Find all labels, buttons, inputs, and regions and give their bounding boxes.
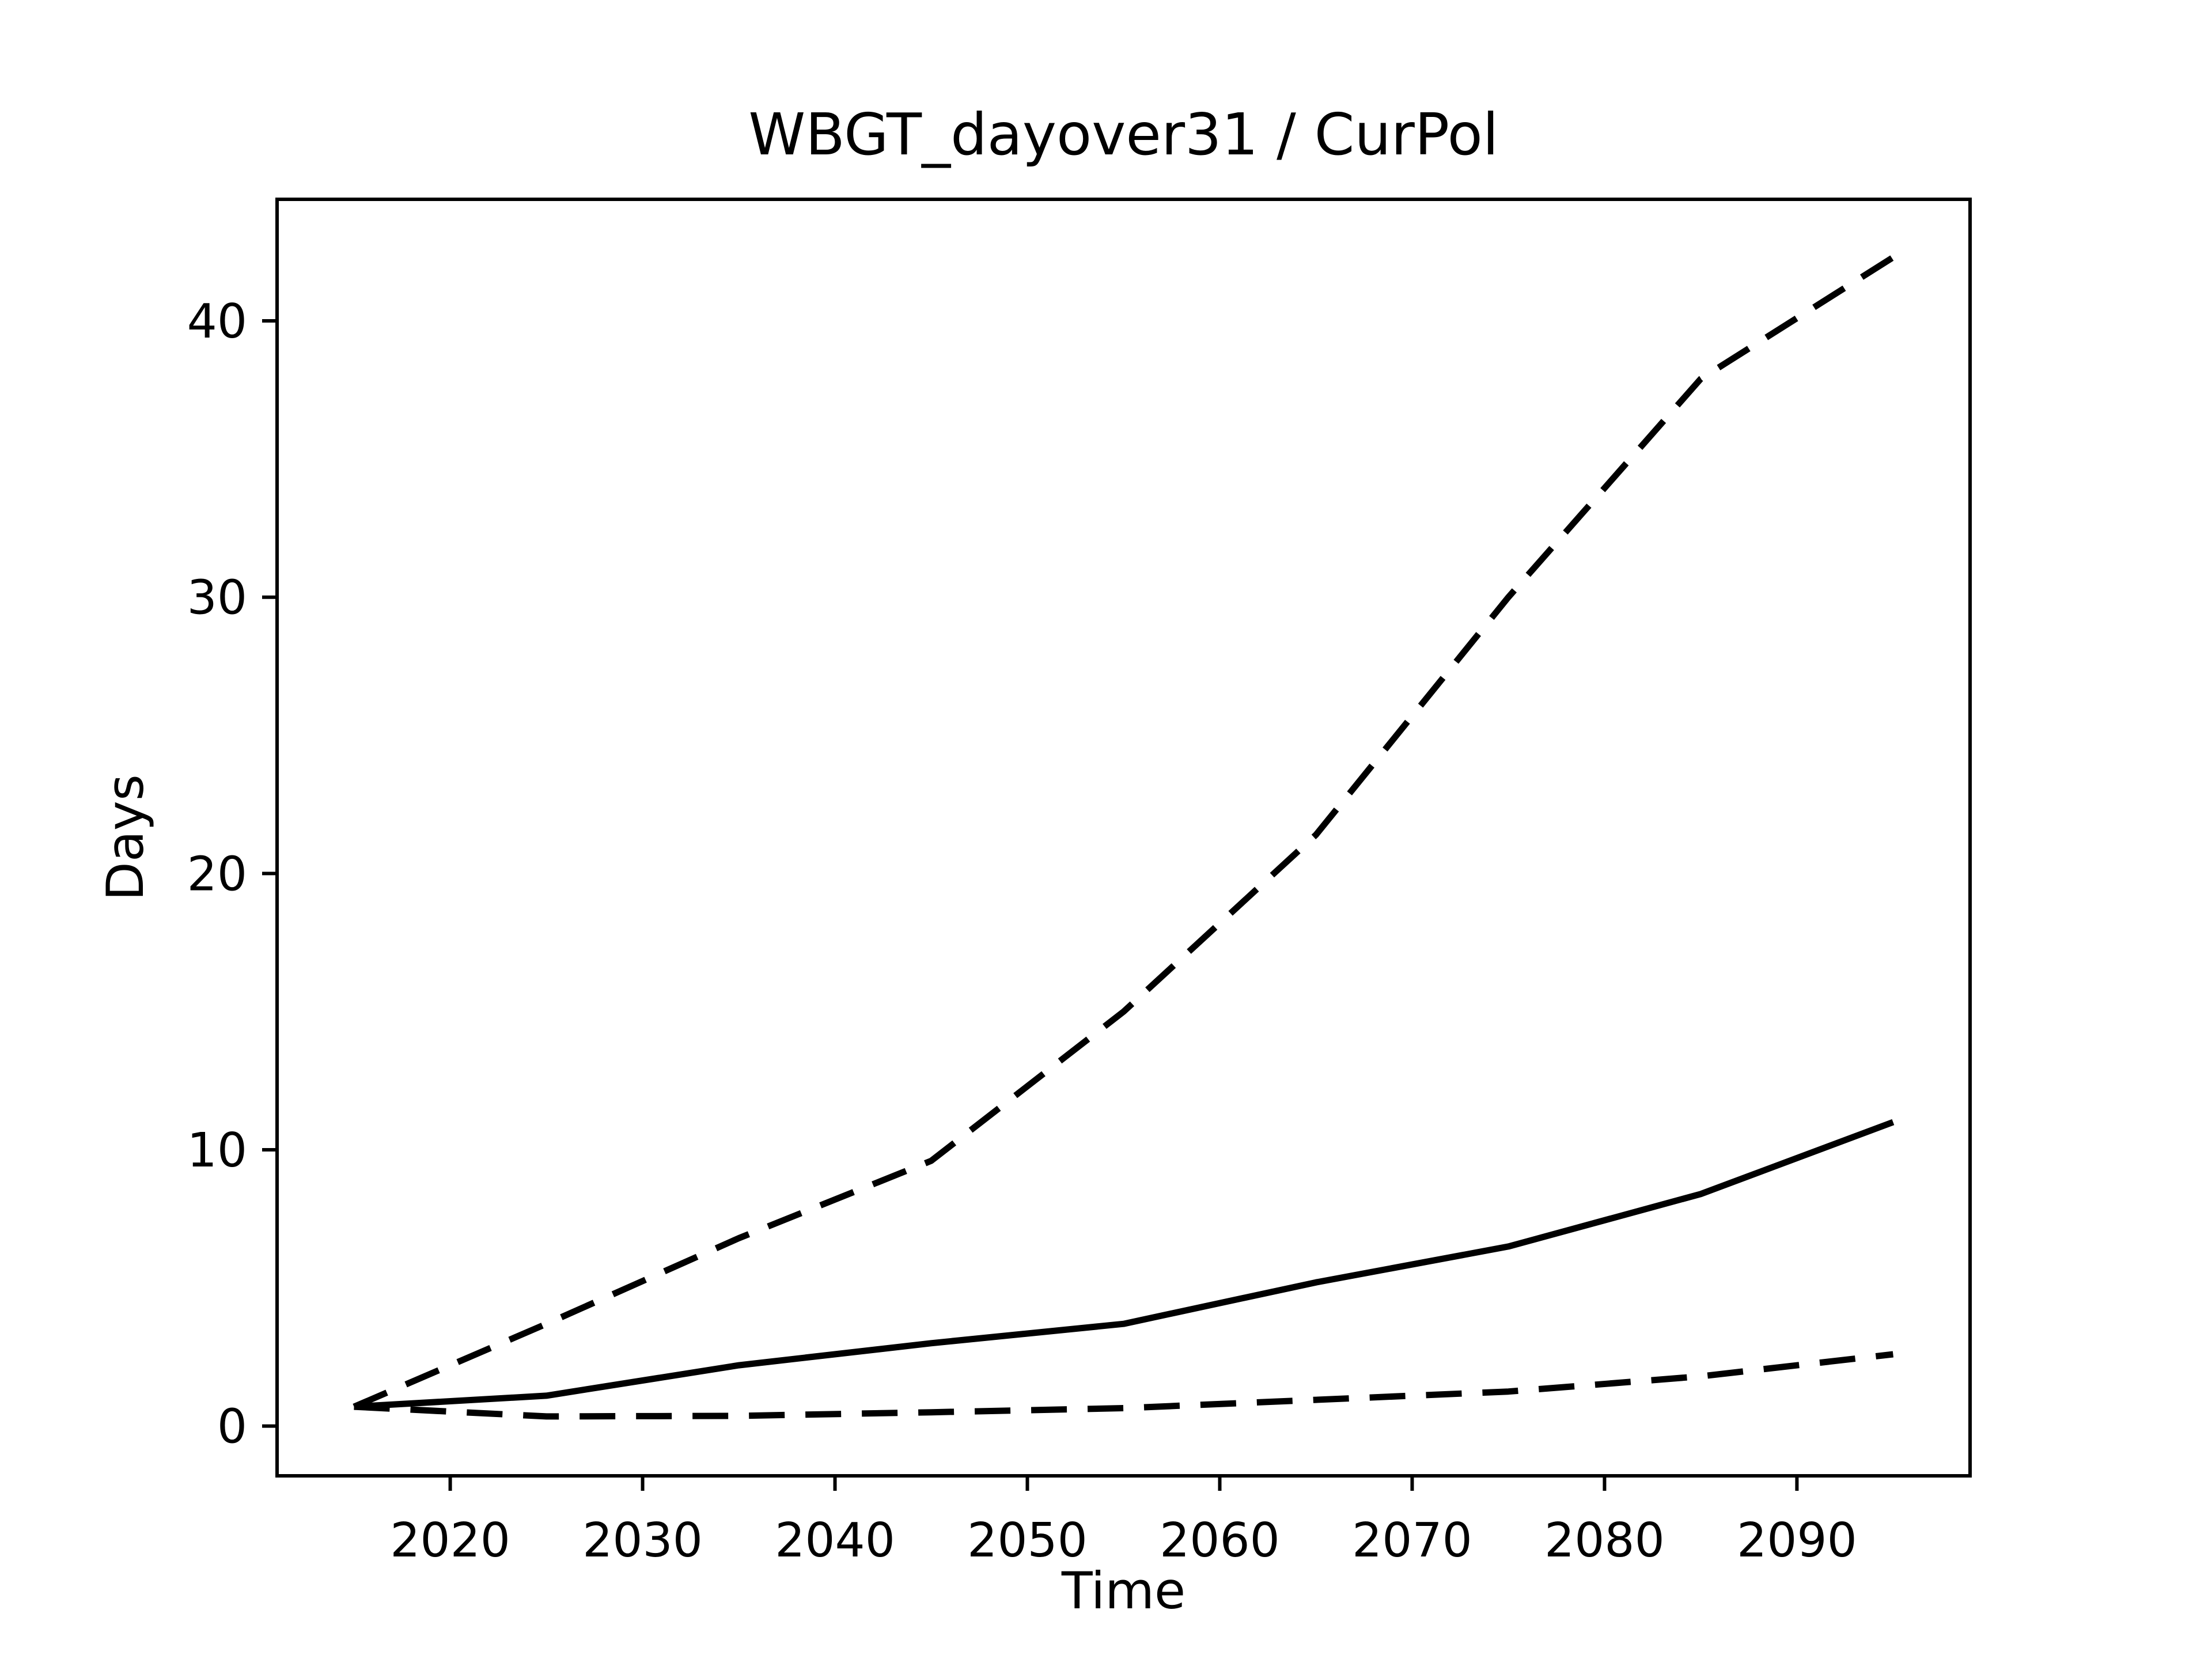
- x-tick-label: 2040: [775, 1513, 895, 1568]
- y-tick-label: 10: [187, 1123, 247, 1178]
- y-tick-label: 40: [187, 294, 247, 349]
- x-tick-label: 2070: [1352, 1513, 1472, 1568]
- axes-frame: [275, 198, 1972, 1478]
- series-lower-bound-line: [354, 1351, 1894, 1420]
- y-tick-label: 30: [187, 571, 247, 626]
- series-upper-bound-line: [353, 255, 1895, 1410]
- series-central-estimate-line: [354, 1119, 1895, 1410]
- y-tick-label: 20: [187, 847, 247, 902]
- x-tick-label: 2020: [390, 1513, 510, 1568]
- y-tick-label: 0: [217, 1400, 247, 1455]
- x-tick-label: 2030: [582, 1513, 703, 1568]
- y-axis-label: Days: [96, 774, 155, 901]
- chart-title: WBGT_dayover31 / CurPol: [748, 101, 1499, 168]
- x-tick-label: 2080: [1544, 1513, 1665, 1568]
- x-tick-label: 2090: [1737, 1513, 1857, 1568]
- x-tick-label: 2060: [1160, 1513, 1280, 1568]
- x-tick-label: 2050: [967, 1513, 1088, 1568]
- x-axis-label: Time: [1061, 1561, 1185, 1620]
